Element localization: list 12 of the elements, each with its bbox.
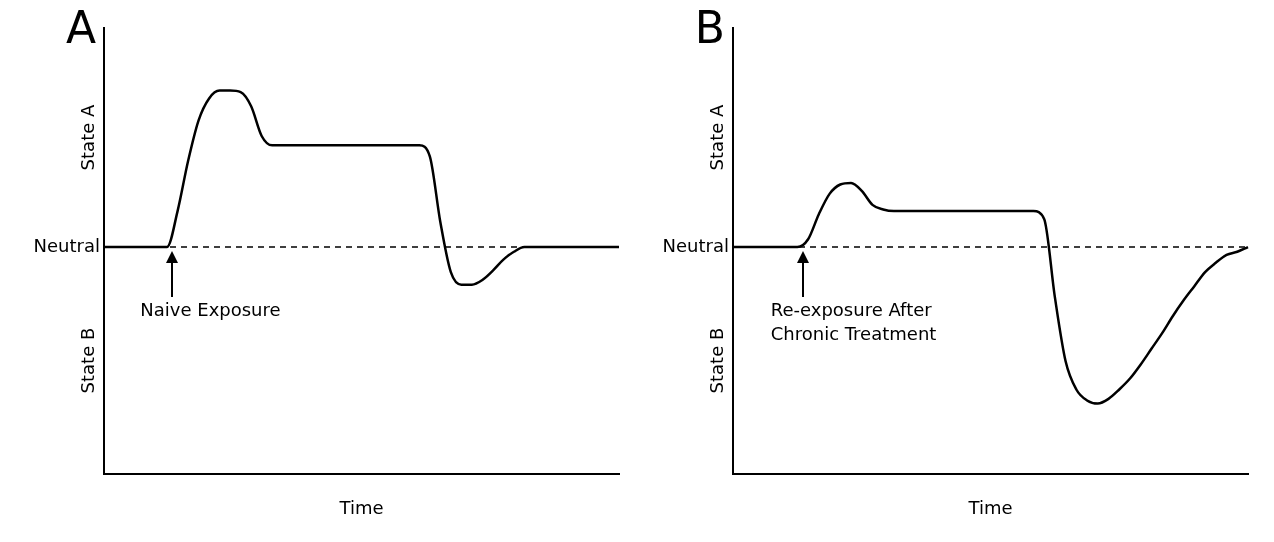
chart-title: B [694, 2, 725, 54]
annotation: Re-exposure After Chronic Treatment [770, 298, 937, 344]
x-axis-title: Time [967, 496, 1013, 518]
ref-line-label: Neutral [662, 234, 729, 256]
x-axis-title: Time [338, 496, 384, 518]
ref-line-label: Neutral [33, 234, 100, 256]
text: State A [76, 104, 98, 171]
text: Naive Exposure [140, 298, 281, 320]
text: State B [705, 327, 727, 394]
text: State A [705, 104, 727, 171]
text: State B [76, 327, 98, 394]
chart-title: A [65, 2, 96, 54]
